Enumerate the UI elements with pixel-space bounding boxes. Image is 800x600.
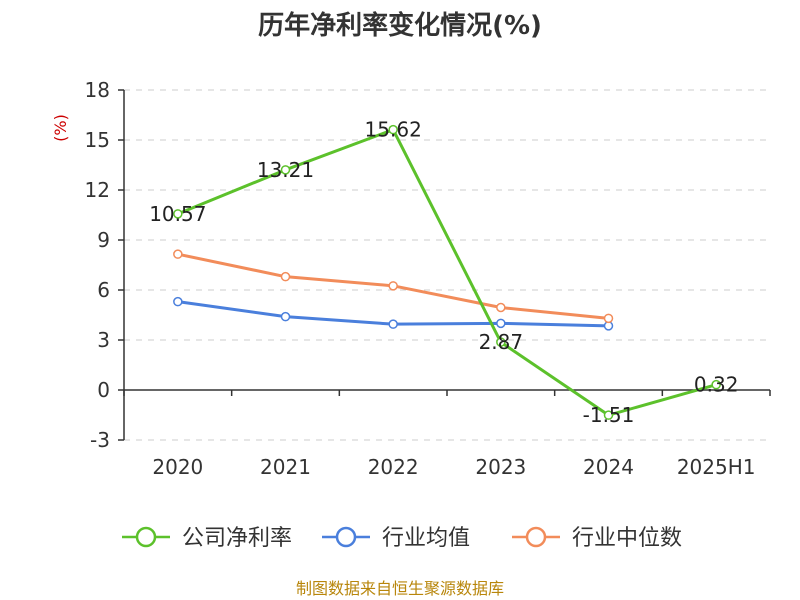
data-point <box>388 124 398 135</box>
data-point <box>603 313 614 324</box>
grid <box>124 89 770 441</box>
data-point <box>173 209 183 219</box>
y-tick-label: 6 <box>97 278 110 302</box>
data-point <box>496 318 506 329</box>
y-tick-label: -3 <box>90 428 110 452</box>
data-label: 13.21 <box>257 158 314 182</box>
data-label: 15.62 <box>365 118 422 142</box>
series-line <box>177 128 717 417</box>
y-tick-label: 9 <box>97 228 110 252</box>
data-point <box>280 271 291 282</box>
legend: 公司净利率 行业均值 行业中位数 <box>122 526 682 551</box>
x-tick-label: 2021 <box>260 455 311 479</box>
x-tick-label: 2024 <box>583 455 634 479</box>
axes: -3 0 3 6 9 12 15 18 2020 2021 2022 2023 2024 2025H1 <box>85 78 771 479</box>
y-tick-label: 15 <box>85 128 110 152</box>
y-tick-label: 18 <box>85 78 110 102</box>
legend-swatch-marker <box>335 526 357 548</box>
data-label: 0.32 <box>694 373 739 397</box>
x-tick-label: 2025H1 <box>677 455 756 479</box>
y-axis-unit: (%) <box>51 114 70 142</box>
x-tick-label: 2022 <box>368 455 419 479</box>
y-tick-label: 0 <box>97 378 110 402</box>
data-point <box>388 281 398 291</box>
data-point <box>711 379 721 390</box>
data-point <box>280 311 291 322</box>
data-label: -1.51 <box>583 403 635 427</box>
data-point <box>496 302 506 313</box>
y-tick-label: 3 <box>97 328 110 352</box>
data-point <box>603 410 614 420</box>
data-point <box>173 249 183 259</box>
legend-label: 公司净利率 <box>182 526 292 551</box>
data-point <box>280 165 291 175</box>
y-tick-label: 12 <box>85 178 110 202</box>
data-label: 2.87 <box>479 330 524 354</box>
chart-title: 历年净利率变化情况(%) <box>258 10 542 41</box>
x-tick-label: 2023 <box>475 455 526 479</box>
legend-swatch-marker <box>525 526 547 548</box>
source-note: 制图数据来自恒生聚源数据库 <box>296 579 504 598</box>
data-label: 10.57 <box>149 202 206 226</box>
data-point <box>388 319 398 329</box>
legend-swatch-marker <box>135 526 157 548</box>
data-point <box>173 296 183 307</box>
legend-label: 行业中位数 <box>572 526 682 551</box>
data-labels: 10.57 13.21 15.62 2.87 -1.51 0.32 <box>149 118 739 427</box>
x-tick-label: 2020 <box>152 455 203 479</box>
legend-label: 行业均值 <box>382 526 470 551</box>
data-point <box>496 337 506 347</box>
series <box>173 124 721 420</box>
